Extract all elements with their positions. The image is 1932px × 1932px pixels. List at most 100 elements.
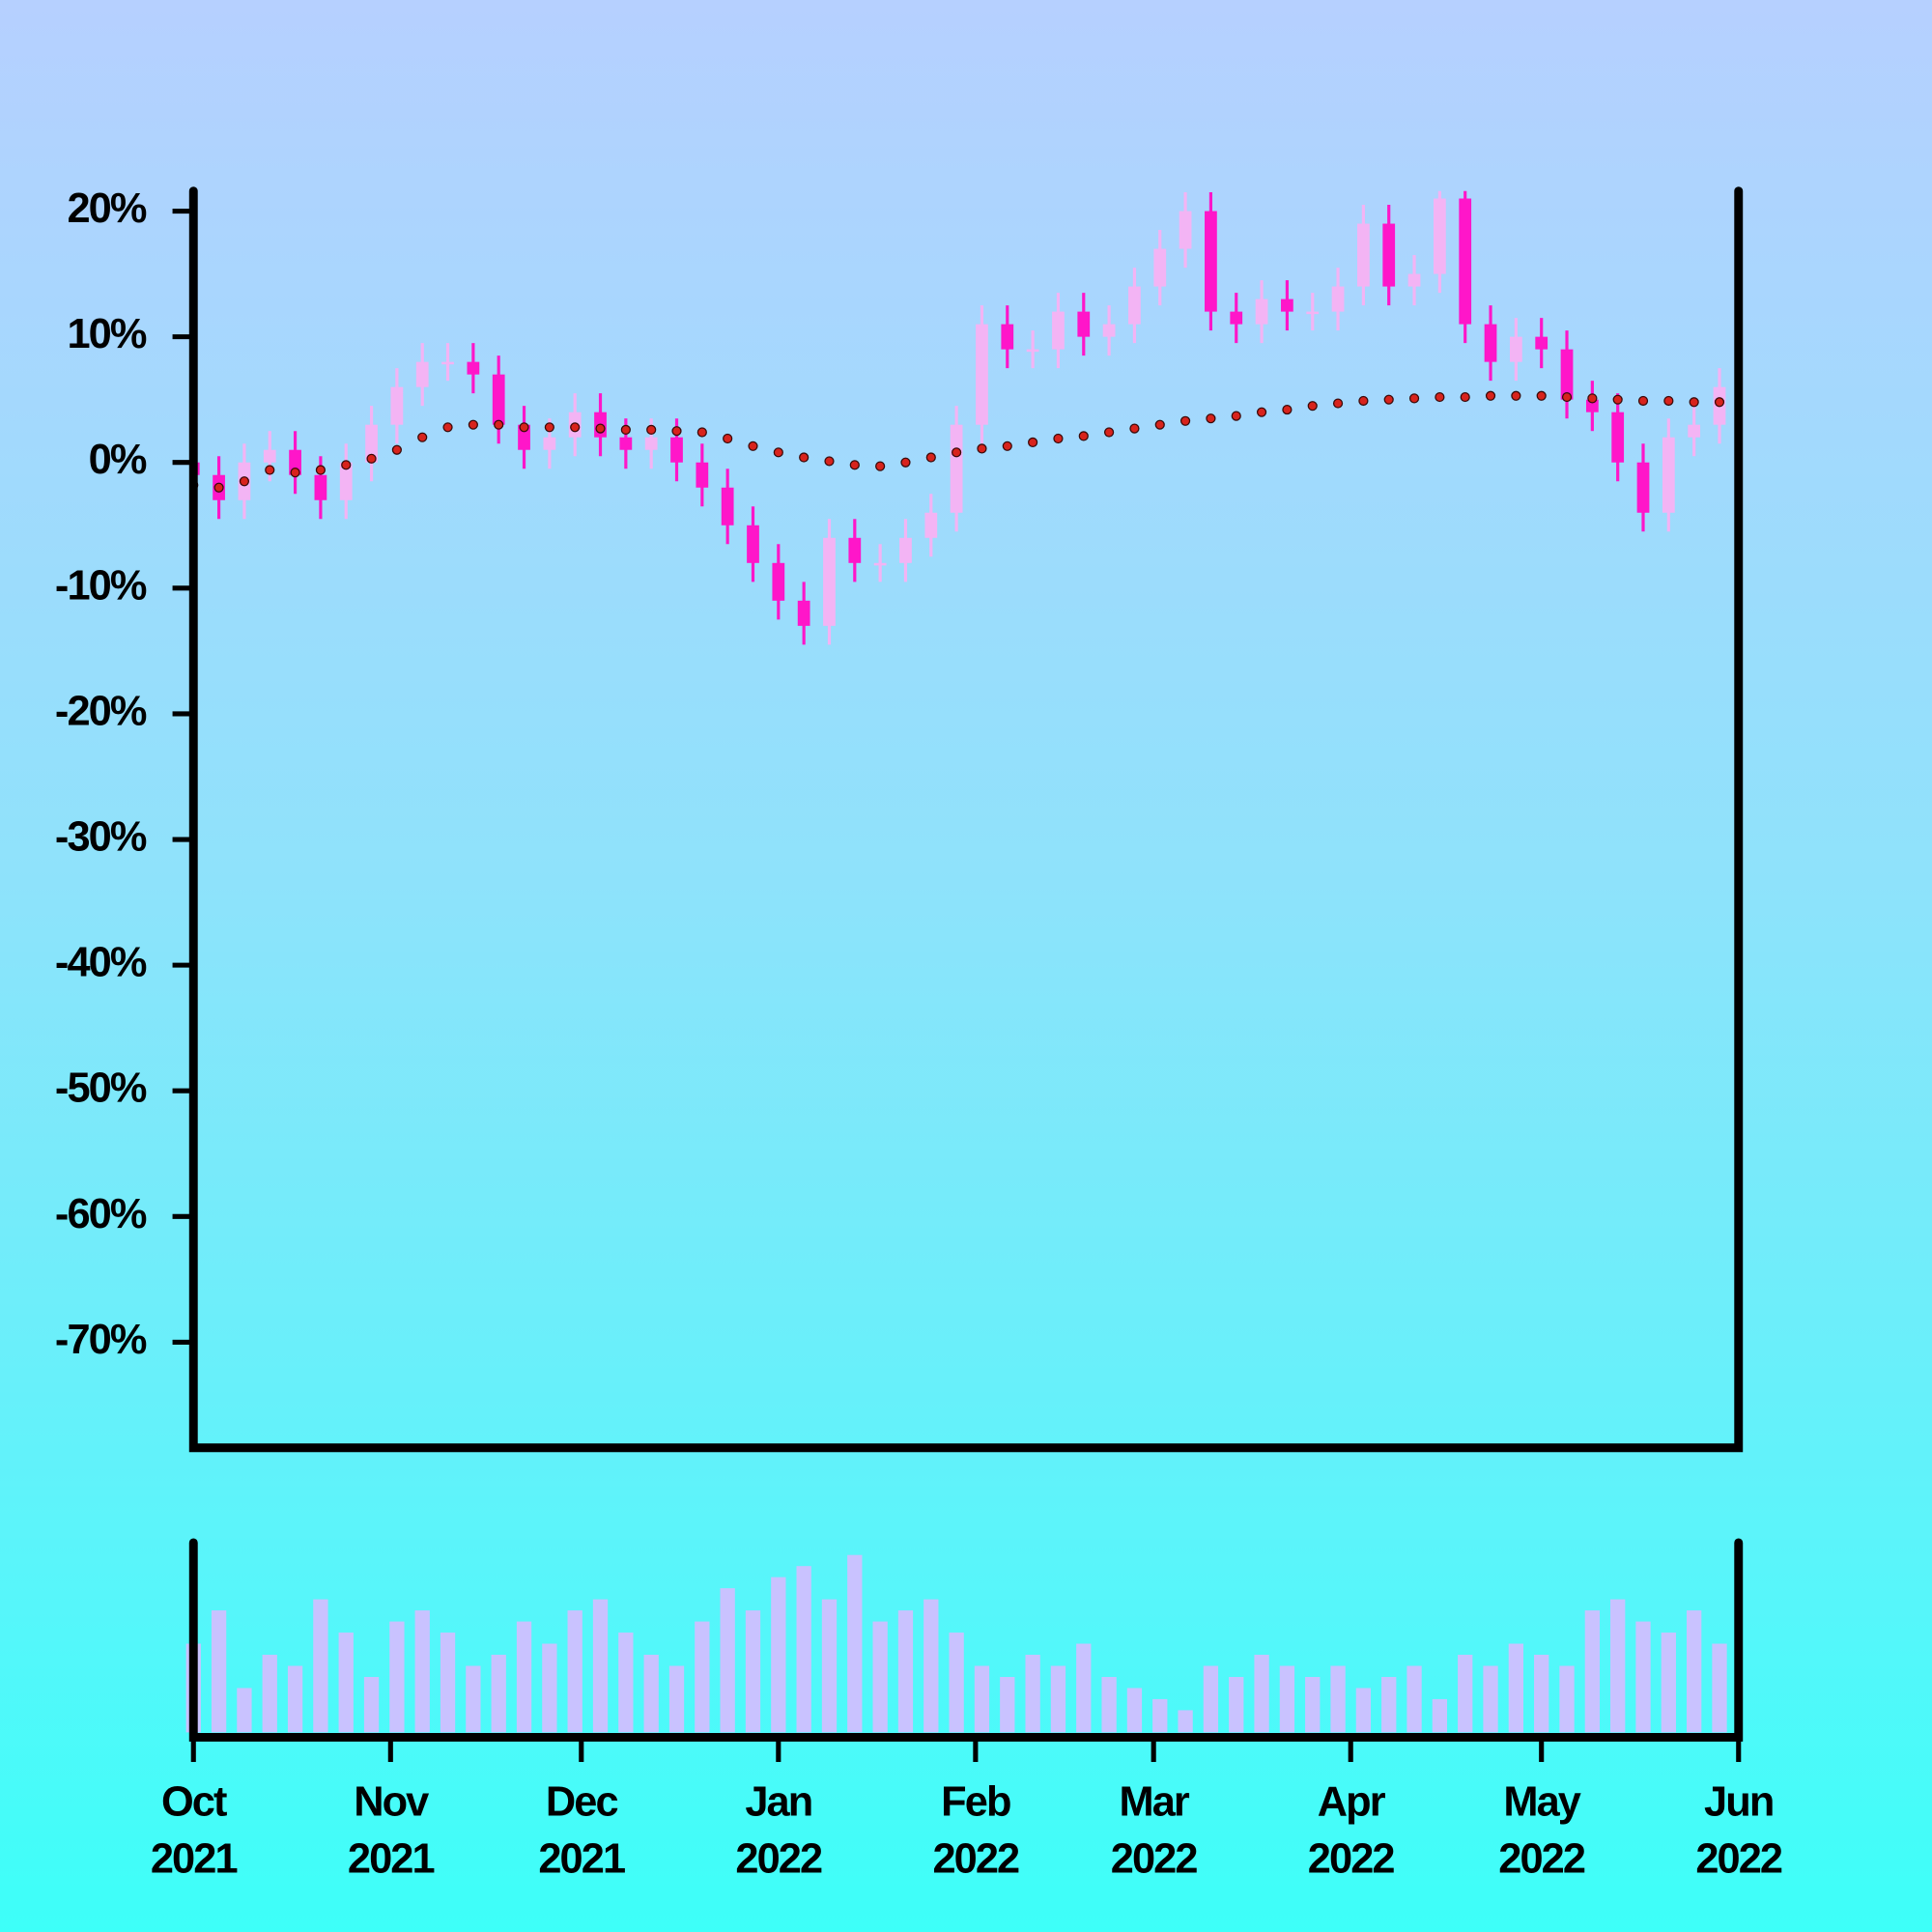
moving-average-point [1383, 394, 1394, 405]
moving-average-point [1129, 423, 1140, 434]
moving-average-point [468, 419, 478, 430]
volume-bar [338, 1633, 354, 1733]
candle-body [339, 462, 353, 500]
y-tick-label: 10% [67, 311, 146, 357]
moving-average-point [1435, 391, 1445, 403]
moving-average-point [290, 468, 300, 478]
volume-bar [363, 1676, 380, 1733]
candle-body [441, 361, 454, 365]
candle-body [1407, 273, 1421, 287]
candle-body [1636, 462, 1650, 513]
moving-average-point [366, 453, 377, 464]
candle-body [1179, 211, 1192, 249]
volume-bar [1483, 1665, 1498, 1733]
volume-bar [1610, 1599, 1626, 1733]
moving-average-point [1460, 391, 1470, 403]
moving-average-point [1028, 437, 1038, 448]
moving-average-point [900, 457, 911, 468]
x-tick-label: Dec 2021 [538, 1779, 625, 1883]
moving-average-point [646, 424, 657, 435]
moving-average-point [1231, 411, 1241, 421]
candle-body [365, 424, 378, 463]
volume-bar [1000, 1676, 1015, 1733]
price-frame [188, 186, 1744, 1453]
volume-bar [1635, 1621, 1651, 1733]
candles-layer [193, 190, 1726, 645]
volume-bar [262, 1655, 277, 1733]
volume-frame [188, 1538, 1744, 1742]
volume-bar [313, 1599, 328, 1733]
volume-bar [897, 1610, 914, 1733]
x-tick-label: Feb 2022 [932, 1779, 1019, 1883]
volume-bar [1203, 1665, 1219, 1733]
volume-bar [440, 1633, 456, 1733]
candle-body [1484, 324, 1497, 362]
volume-bar [491, 1655, 506, 1733]
volume-bar [1432, 1698, 1448, 1733]
volume-bar [1178, 1710, 1193, 1733]
candle-body [1357, 223, 1370, 287]
candle-body [467, 361, 480, 375]
x-tick-label: Oct 2021 [151, 1779, 238, 1883]
moving-average-point [1053, 433, 1064, 444]
volume-bar [745, 1610, 761, 1733]
candle-body [1052, 311, 1065, 350]
candle-body [1331, 286, 1345, 312]
candle-body [1230, 311, 1243, 325]
candle-body [1281, 298, 1293, 312]
volume-bar [771, 1577, 786, 1733]
volume-bar [720, 1588, 735, 1733]
volume-bar [847, 1554, 863, 1733]
moving-average-point [1587, 393, 1598, 404]
candle-body [924, 512, 938, 538]
y-tick-label: -60% [55, 1191, 147, 1237]
moving-average-point [671, 426, 682, 437]
volume-bar [618, 1633, 634, 1733]
moving-average-point [265, 465, 275, 475]
volume-bar [1126, 1688, 1143, 1733]
moving-average-point [239, 476, 250, 487]
moving-average-point [1179, 415, 1191, 426]
moving-average-point [849, 460, 860, 470]
candle-body [1306, 311, 1320, 315]
moving-average-point [1637, 395, 1649, 407]
volume-bar [414, 1610, 430, 1733]
volume-bar [1406, 1665, 1422, 1733]
candle-body [1662, 437, 1675, 513]
volume-bar [237, 1688, 252, 1733]
volume-bar [287, 1665, 303, 1733]
moving-average-point [1612, 394, 1623, 405]
candle-body [1255, 298, 1268, 325]
moving-average-point [417, 432, 428, 442]
candle-body [696, 462, 709, 488]
moving-average-point [1714, 397, 1725, 408]
volume-bar [1508, 1643, 1524, 1733]
candle-body [1001, 324, 1014, 350]
volume-bar [1025, 1655, 1040, 1733]
x-tick-label: Mar 2022 [1111, 1779, 1198, 1883]
moving-average-point [1206, 413, 1216, 424]
volume-bar [1279, 1665, 1295, 1733]
moving-average-point [1282, 404, 1293, 415]
moving-average-point [1689, 397, 1699, 408]
candle-body [1434, 198, 1446, 274]
volume-bar [1534, 1655, 1549, 1733]
moving-average-point [1358, 395, 1369, 407]
x-tick-label: Jan 2022 [735, 1779, 822, 1883]
y-tick-label: 0% [89, 437, 147, 483]
volume-bar [1584, 1610, 1601, 1733]
overlay-layer: 20% 10% 0% -10% -20% -30% -40% -50% -60% -70% Oct 2… [55, 185, 1784, 1883]
volume-bar [923, 1599, 939, 1733]
moving-average-point [1561, 391, 1573, 403]
volume-bar [1687, 1610, 1702, 1733]
volume-bar [542, 1643, 557, 1733]
candle-body [670, 437, 683, 463]
volume-bar [695, 1621, 710, 1733]
candle-body [644, 437, 658, 450]
candle-body [873, 562, 887, 566]
candle-body [1509, 336, 1522, 362]
candle-body [1611, 412, 1625, 463]
y-tick-label: -40% [55, 940, 147, 986]
